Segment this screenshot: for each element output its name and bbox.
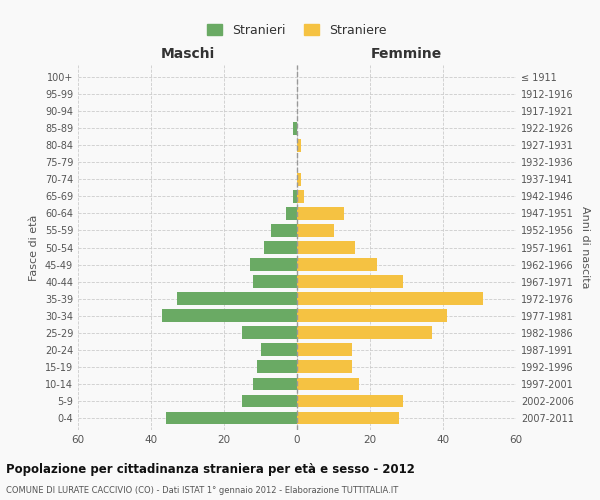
Bar [242,326,297,339]
Bar [297,139,301,151]
Bar [162,310,297,322]
Bar [297,360,352,374]
Bar [297,224,334,237]
Bar [297,207,344,220]
Text: Popolazione per cittadinanza straniera per età e sesso - 2012: Popolazione per cittadinanza straniera p… [6,462,415,475]
Bar [253,378,297,390]
Bar [176,292,297,305]
Bar [250,258,297,271]
Bar [297,378,359,390]
Bar [242,394,297,407]
Bar [297,190,304,202]
Bar [297,412,399,424]
Bar [257,360,297,374]
Bar [253,275,297,288]
Bar [297,326,432,339]
Bar [286,207,297,220]
Bar [297,394,403,407]
Bar [297,275,403,288]
Bar [271,224,297,237]
Text: Femmine: Femmine [371,46,442,60]
Text: COMUNE DI LURATE CACCIVIO (CO) - Dati ISTAT 1° gennaio 2012 - Elaborazione TUTTI: COMUNE DI LURATE CACCIVIO (CO) - Dati IS… [6,486,398,495]
Bar [264,241,297,254]
Bar [293,190,297,202]
Bar [297,344,352,356]
Bar [293,122,297,134]
Bar [297,241,355,254]
Legend: Stranieri, Straniere: Stranieri, Straniere [203,20,391,40]
Bar [166,412,297,424]
Bar [297,173,301,186]
Bar [297,292,483,305]
Bar [297,258,377,271]
Bar [260,344,297,356]
Text: Maschi: Maschi [160,46,215,60]
Bar [297,310,446,322]
Y-axis label: Fasce di età: Fasce di età [29,214,39,280]
Y-axis label: Anni di nascita: Anni di nascita [580,206,590,289]
